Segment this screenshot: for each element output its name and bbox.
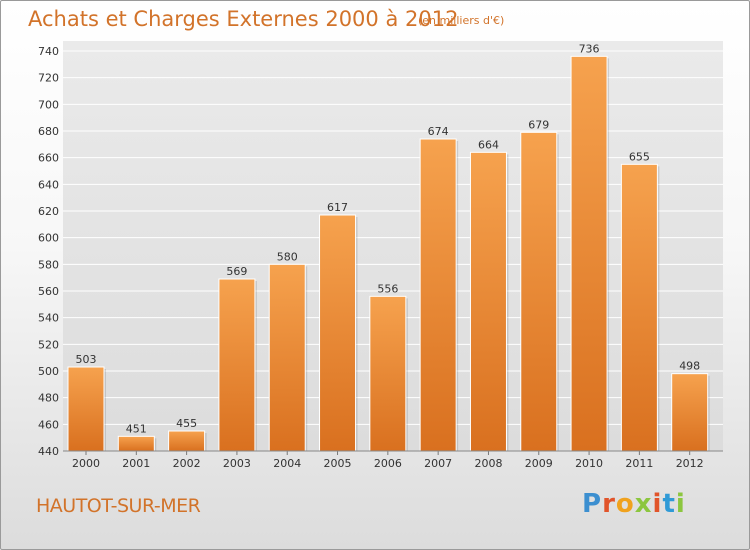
y-tick-label: 480 [38, 392, 59, 405]
x-tick-label: 2009 [525, 457, 553, 470]
x-tick-label: 2003 [223, 457, 251, 470]
bar-2009 [520, 131, 558, 452]
data-label-2005: 617 [327, 201, 348, 214]
y-tick-label: 740 [38, 45, 59, 58]
data-label-2012: 498 [679, 360, 700, 373]
y-tick-label: 560 [38, 285, 59, 298]
bar-2008 [469, 151, 507, 452]
y-tick-label: 680 [38, 125, 59, 138]
x-tick-label: 2010 [575, 457, 603, 470]
bar-2003 [218, 278, 256, 452]
y-tick-label: 500 [38, 365, 59, 378]
x-tick-label: 2011 [625, 457, 653, 470]
y-tick-label: 460 [38, 418, 59, 431]
y-tick-label: 660 [38, 152, 59, 165]
bar-2001 [117, 435, 155, 452]
data-label-2006: 556 [377, 282, 398, 295]
y-tick-label: 440 [38, 445, 59, 458]
data-label-2004: 580 [277, 250, 298, 263]
bar-2011 [620, 163, 658, 452]
location-name: HAUTOT-SUR-MER [36, 495, 201, 517]
bar-2007 [419, 138, 457, 452]
x-tick-label: 2002 [173, 457, 201, 470]
proxiti-logo: Proxiti [582, 489, 686, 519]
y-tick-label: 700 [38, 98, 59, 111]
y-tick-label: 620 [38, 205, 59, 218]
data-labels: 503 451 455 569 580 617 556 674 664 679 736 655 498 [76, 42, 701, 435]
data-label-2011: 655 [629, 150, 650, 163]
y-tick-label: 580 [38, 258, 59, 271]
bars [67, 55, 710, 452]
chart-title: Achats et Charges Externes 2000 à 2012 [28, 7, 459, 31]
x-tick-label: 2006 [374, 457, 402, 470]
x-tick-label: 2004 [273, 457, 301, 470]
y-axis-ticks: 440 460 480 500 520 540 560 580 600 620 640 660 680 7… [38, 45, 59, 458]
x-tick-label: 2007 [424, 457, 452, 470]
x-axis-ticks: 2000 2001 2002 2003 2004 2005 2006 2007 2008 2009… [63, 450, 723, 470]
x-tick-label: 2001 [122, 457, 150, 470]
x-tick-label: 2005 [324, 457, 352, 470]
bar-2010 [570, 55, 608, 452]
data-label-2003: 569 [226, 265, 247, 278]
bar-2005 [319, 214, 357, 452]
data-label-2010: 736 [579, 42, 600, 55]
bar-2006 [369, 295, 407, 452]
y-tick-label: 600 [38, 232, 59, 245]
x-tick-label: 2000 [72, 457, 100, 470]
y-tick-label: 520 [38, 338, 59, 351]
y-tick-label: 640 [38, 178, 59, 191]
y-tick-label: 540 [38, 312, 59, 325]
data-label-2000: 503 [76, 353, 97, 366]
chart-subtitle: (en milliers d'€) [418, 14, 505, 27]
data-label-2001: 451 [126, 422, 147, 435]
x-tick-label: 2012 [676, 457, 704, 470]
data-label-2008: 664 [478, 138, 499, 151]
bar-2000 [67, 366, 105, 452]
y-tick-label: 720 [38, 72, 59, 85]
data-label-2009: 679 [528, 118, 549, 131]
bar-2012 [671, 373, 709, 452]
x-tick-label: 2008 [474, 457, 502, 470]
data-label-2002: 455 [176, 417, 197, 430]
data-label-2007: 674 [428, 125, 449, 138]
bar-2004 [268, 263, 306, 452]
bar-2002 [168, 430, 206, 452]
